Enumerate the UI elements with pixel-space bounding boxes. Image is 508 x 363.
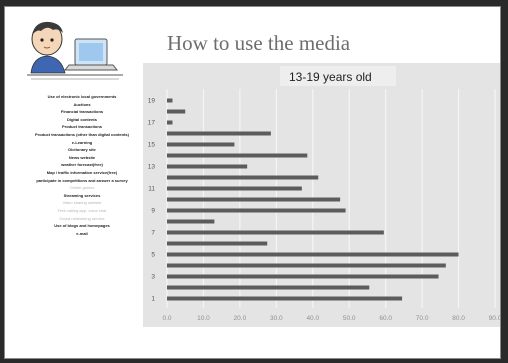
bar-15 <box>167 142 235 147</box>
category-label: Online games <box>69 185 95 191</box>
page-title: How to use the media <box>167 31 351 55</box>
category-label: Product transactions (other than digital… <box>34 131 129 137</box>
category-label: Product transactions <box>61 124 102 130</box>
y-tick-label: 9 <box>151 208 155 215</box>
slide: How to use the media Use of electronic l… <box>4 6 501 359</box>
x-tick-label: 30.0 <box>270 315 283 322</box>
bar-12 <box>167 175 319 180</box>
y-tick-label: 5 <box>151 252 155 259</box>
category-label: Streaming services <box>63 192 101 198</box>
boy-at-laptop-icon <box>27 21 123 80</box>
category-label: Auctions <box>73 101 91 107</box>
chart-title: 13-19 years old <box>289 70 372 84</box>
category-label: Map / traffic information service(free) <box>46 169 118 175</box>
bar-6 <box>167 241 268 246</box>
bar-17 <box>167 120 173 125</box>
y-tick-label: 17 <box>148 120 156 127</box>
bar-2 <box>167 285 370 290</box>
x-tick-label: 90.0 <box>489 315 501 322</box>
x-tick-label: 40.0 <box>306 315 319 322</box>
x-tick-label: 20.0 <box>234 315 247 322</box>
y-tick-label: 11 <box>148 186 155 193</box>
y-tick-label: 13 <box>148 164 156 171</box>
category-label: weather forecast(free) <box>61 162 103 168</box>
category-label: Video sharing website <box>62 200 102 206</box>
bar-4 <box>167 263 446 268</box>
category-label: Use of blogs and homepages <box>54 223 110 229</box>
y-tick-label: 7 <box>151 230 155 237</box>
category-label: participate in competitions and answer a… <box>36 177 128 183</box>
bar-16 <box>167 131 271 136</box>
category-label: Digital contents <box>66 116 97 122</box>
bar-9 <box>167 208 346 213</box>
x-tick-label: 80.0 <box>452 315 465 322</box>
category-label: News website <box>68 154 96 160</box>
category-label: e-mail <box>76 230 88 236</box>
category-label: Financial transactions <box>60 109 104 115</box>
category-label: Free calling app, voice chat <box>57 207 107 213</box>
category-label: Social networking service <box>59 215 105 221</box>
category-label: Use of electronic local governments <box>47 94 117 99</box>
bar-10 <box>167 197 341 202</box>
x-tick-label: 10.0 <box>197 315 210 322</box>
bar-3 <box>167 274 439 279</box>
x-tick-label: 50.0 <box>343 315 356 322</box>
x-tick-label: 70.0 <box>416 315 429 322</box>
x-tick-label: 0.0 <box>162 315 171 322</box>
bar-11 <box>167 186 302 191</box>
x-tick-label: 60.0 <box>379 315 392 322</box>
y-tick-label: 1 <box>151 296 155 303</box>
bar-5 <box>167 252 459 257</box>
bar-13 <box>167 164 248 169</box>
usage-category-list: Use of electronic local governments Aucti… <box>7 93 157 237</box>
category-label: Dictionary site <box>68 147 96 153</box>
y-tick-label: 19 <box>148 98 156 105</box>
bar-18 <box>167 109 186 114</box>
bar-14 <box>167 153 308 158</box>
y-tick-label: 3 <box>151 274 155 281</box>
bar-8 <box>167 219 215 224</box>
bar-1 <box>167 296 403 301</box>
chart-title-box <box>280 66 396 86</box>
bar-19 <box>167 98 173 103</box>
bar-7 <box>167 230 384 235</box>
y-tick-label: 15 <box>148 142 156 149</box>
category-label: e-Learning <box>71 139 93 145</box>
plot-background <box>143 63 500 327</box>
